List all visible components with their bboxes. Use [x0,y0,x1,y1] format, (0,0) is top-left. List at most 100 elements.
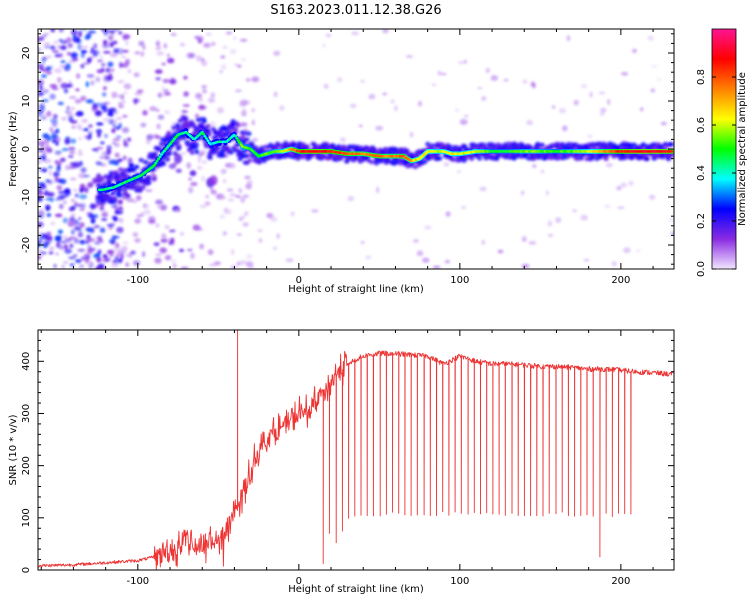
heatmap-noise-cell [101,210,109,214]
heatmap-noise-cell [42,114,48,121]
heatmap-noise-cell [63,200,67,205]
heatmap-noise-cell [57,164,61,168]
heatmap-noise-cell [503,78,509,82]
heatmap-noise-cell [115,211,123,215]
heatmap-noise-cell [244,175,251,179]
heatmap-noise-cell [311,209,319,213]
heatmap-noise-cell [38,182,46,185]
heatmap-halo-cell [291,142,297,147]
heatmap-noise-cell [122,62,129,68]
heatmap-noise-cell [68,166,76,169]
y-tick-label: 10 [21,95,32,108]
heatmap-noise-cell [54,54,61,58]
heatmap-noise-cell [102,39,108,46]
heatmap-noise-cell [194,113,200,119]
heatmap-noise-cell [572,209,577,213]
heatmap-noise-cell [58,29,64,33]
heatmap-noise-cell [118,123,122,128]
heatmap-noise-cell [70,52,78,59]
heatmap-halo-cell [125,193,131,198]
heatmap-ridge-cell [201,132,206,136]
heatmap-noise-cell [111,128,116,133]
heatmap-halo-cell [174,139,181,144]
heatmap-noise-cell [85,241,89,244]
heatmap-noise-cell [86,57,92,64]
heatmap-noise-cell [70,107,76,110]
heatmap-noise-cell [481,96,487,101]
heatmap-noise-cell [187,248,193,252]
heatmap-noise-cell [180,152,187,155]
heatmap-noise-cell [125,262,130,267]
heatmap-noise-cell [54,213,63,218]
heatmap-noise-cell [45,197,52,201]
heatmap-noise-cell [48,165,53,169]
heatmap-ridge-cell [157,157,161,161]
heatmap-noise-cell [74,99,82,104]
heatmap-noise-cell [50,29,56,33]
heatmap-noise-cell [620,182,627,188]
heatmap-halo-cell [118,167,124,172]
heatmap-halo-cell [450,157,456,162]
heatmap-noise-cell [122,49,129,53]
heatmap-noise-cell [580,214,588,221]
x-tick-label: -100 [126,576,149,587]
heatmap-noise-cell [148,219,156,224]
heatmap-noise-cell [106,36,114,40]
heatmap-noise-cell [52,50,59,54]
heatmap-noise-cell [74,193,80,198]
heatmap-noise-cell [587,134,593,138]
heatmap-halo-cell [171,125,177,130]
heatmap-noise-cell [251,119,255,126]
heatmap-noise-cell [46,192,52,196]
heatmap-noise-cell [127,137,132,142]
heatmap-halo-cell [338,156,344,161]
heatmap-noise-cell [80,52,85,59]
heatmap-noise-cell [463,114,469,118]
heatmap-noise-cell [99,238,103,242]
heatmap-halo-cell [99,176,105,181]
heatmap-noise-cell [101,213,109,217]
heatmap-noise-cell [142,45,146,50]
heatmap-noise-cell [71,125,76,129]
heatmap-noise-cell [92,53,98,57]
heatmap-noise-cell [189,170,197,177]
heatmap-noise-cell [155,199,163,205]
colorbar-ticks: 0.0 0.2 0.4 0.6 0.8 [696,69,736,277]
heatmap-noise-cell [64,248,72,254]
heatmap-noise-cell [617,206,625,210]
heatmap-noise-cell [245,261,254,268]
heatmap-noise-cell [81,167,86,174]
heatmap-halo-cell [131,167,137,172]
heatmap-halo-cell [603,156,609,162]
heatmap-noise-cell [412,239,419,243]
heatmap-noise-cell [177,206,181,213]
heatmap-noise-cell [78,173,87,179]
heatmap-noise-cell [640,107,644,112]
heatmap-noise-cell [140,122,147,128]
heatmap-noise-cell [109,251,114,258]
heatmap-noise-cell [119,63,125,68]
heatmap-noise-cell [76,124,83,130]
heatmap-blob [182,120,191,130]
heatmap-noise-cell [46,71,52,75]
heatmap-noise-cell [104,133,108,139]
heatmap-halo-cell [166,130,172,136]
heatmap-noise-cell [670,231,674,236]
heatmap-noise-cell [94,110,102,117]
heatmap-noise-cell [170,32,177,37]
heatmap-noise-cell [103,74,112,80]
heatmap-noise-cell [55,128,60,134]
heatmap-noise-cell [62,217,69,224]
heatmap-noise-cell [219,214,225,219]
heatmap-noise-cell [545,190,549,196]
heatmap-noise-cell [54,235,62,242]
heatmap-noise-cell [114,142,120,147]
heatmap-noise-cell [229,49,237,54]
heatmap-noise-cell [202,89,207,94]
heatmap-noise-cell [649,194,656,200]
heatmap-noise-cell [111,215,117,219]
heatmap-noise-cell [196,225,201,229]
heatmap-ridge-cell [158,155,162,158]
heatmap-blob [209,175,218,186]
heatmap-noise-cell [322,43,326,48]
